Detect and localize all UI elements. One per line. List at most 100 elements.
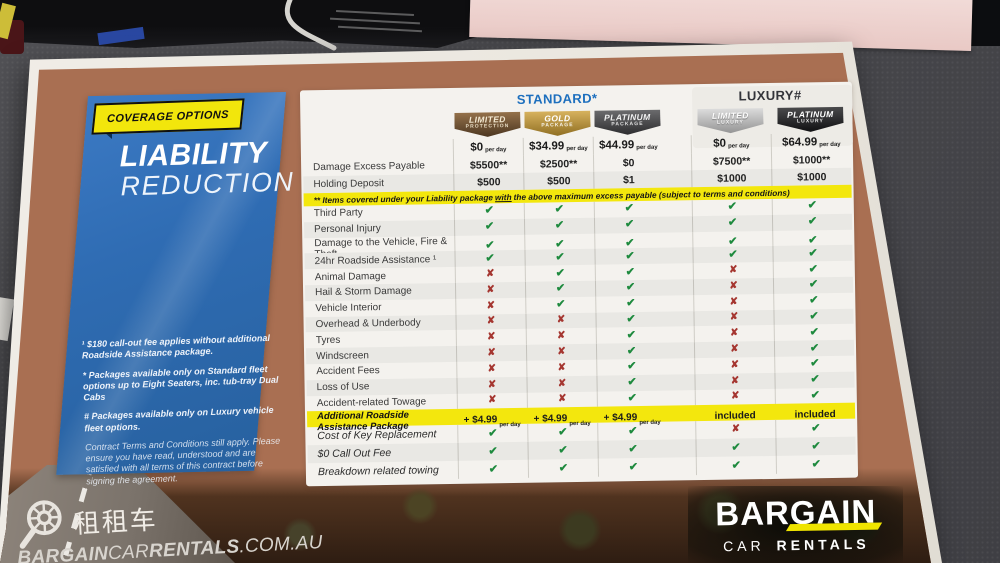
cell-cross: ✘ [525,343,597,361]
check-icon: ✔ [626,344,637,357]
price-amount: $0 [470,141,484,154]
cell-check: ✔ [695,438,776,458]
cell-cross: ✘ [695,420,776,440]
cell-cross: ✘ [526,375,597,393]
cell-check: ✔ [596,374,667,392]
desk-clutter-dark-objects [0,0,486,48]
wheel-magnifier-icon [19,500,62,549]
check-icon: ✔ [488,463,499,476]
check-icon: ✔ [807,215,818,228]
price-amount: $34.99 [528,140,565,153]
badge-sub: PACKAGE [541,122,574,129]
package-badge-platinum-luxury: PLATINUM LUXURY [777,106,843,132]
cross-icon: ✘ [729,280,738,292]
rentals-text: RENTALS [776,535,870,554]
check-icon: ✔ [625,249,635,263]
cell-cross: ✘ [455,313,526,331]
package-badge-gold-package: GOLD PACKAGE [524,110,590,136]
cross-icon: ✘ [487,363,497,375]
cell-check: ✔ [524,249,595,267]
zuzuche-logo: 租租车 BARGAINCARRENTALS.COM.AU [14,482,323,563]
check-icon: ✔ [628,424,638,438]
cell-check: ✔ [774,355,855,373]
cell-price: $0 per day [452,137,523,157]
footnote-2: * Packages available only on Standard fl… [82,363,279,403]
cell-check: ✔ [523,201,594,219]
check-icon: ✔ [484,220,495,233]
car-text: CAR [722,537,765,555]
cell-check: ✔ [596,358,667,376]
check-icon: ✔ [484,204,495,217]
cross-icon: ✘ [486,284,495,296]
cell-check: ✔ [527,423,598,443]
cell-check: ✔ [457,442,528,462]
price-unit: per day [819,141,841,149]
cross-icon: ✘ [558,393,567,405]
cell-check: ✔ [524,280,596,298]
badge-cell: GOLD PACKAGE [522,107,592,138]
cell-check: ✔ [594,263,665,281]
coverage-table: STANDARD* LUXURY# LIMITED PROTECTION GOLD PAC… [299,81,859,487]
check-icon: ✔ [556,298,566,311]
footnote-4: Contract Terms and Conditions still appl… [84,435,281,486]
check-icon: ✔ [810,373,820,386]
cell-check: ✔ [525,296,596,314]
check-icon: ✔ [807,199,818,212]
cell-value: $500 [453,172,524,191]
coverage-options-tag: COVERAGE OPTIONS [91,98,245,135]
cell-check: ✔ [527,459,599,479]
cell-price: $0 per day [690,133,771,154]
check-icon: ✔ [626,297,636,310]
cell-cross: ✘ [693,293,774,311]
cell-value: $1000** [770,150,852,169]
cell-cross: ✘ [693,309,774,327]
cross-icon: ✘ [557,330,566,342]
cell-cross: ✘ [526,391,597,409]
cell-check: ✔ [772,260,853,278]
check-icon: ✔ [810,357,820,370]
cell-check: ✔ [773,292,854,310]
cross-icon: ✘ [487,378,497,391]
check-icon: ✔ [728,248,738,261]
cell-cross: ✘ [693,341,775,359]
cell-check: ✔ [453,218,525,236]
badge-sub: LUXURY [716,119,745,126]
cell-check: ✔ [453,202,524,220]
cell-cross: ✘ [693,325,774,343]
cell-cross: ✘ [454,266,525,283]
cell-cross: ✘ [455,329,526,347]
cell-check: ✔ [691,214,773,232]
cell-check: ✔ [695,456,777,476]
cell-check: ✔ [773,339,855,357]
cross-icon: ✘ [729,296,739,308]
cross-icon: ✘ [486,315,496,327]
cell-check: ✔ [524,264,595,282]
cell-check: ✔ [457,424,528,444]
cell-check: ✔ [454,250,525,268]
cell-check: ✔ [772,245,853,263]
coverage-options-label: COVERAGE OPTIONS [106,108,230,125]
title-reduction: REDUCTION [120,166,295,202]
zuzuche-cn-text: 租租车 [72,504,159,539]
cell-check: ✔ [527,441,598,461]
note-pre: ** Items covered under your Liability pa… [313,191,494,205]
price-amount: $44.99 [598,139,635,152]
cell-cross: ✘ [525,312,596,330]
cell-check: ✔ [593,216,665,234]
check-icon: ✔ [558,444,568,457]
cell-check: ✔ [595,327,666,344]
value: $1 [622,173,635,186]
cell-check: ✔ [771,213,853,231]
footnote-3: # Packages available only on Luxury vehi… [83,405,274,433]
price-amount: $0 [713,137,727,150]
check-icon: ✔ [727,200,738,214]
check-icon: ✔ [558,462,569,475]
cell-check: ✔ [692,246,773,264]
badge-cell: LIMITED LUXURY [690,104,770,135]
price-unit: per day [566,145,588,153]
check-icon: ✔ [808,247,818,260]
row-label: $0 Call Out Fee [317,447,392,461]
cell-cross: ✘ [456,392,527,410]
row-label: Breakdown related towing [317,464,439,479]
